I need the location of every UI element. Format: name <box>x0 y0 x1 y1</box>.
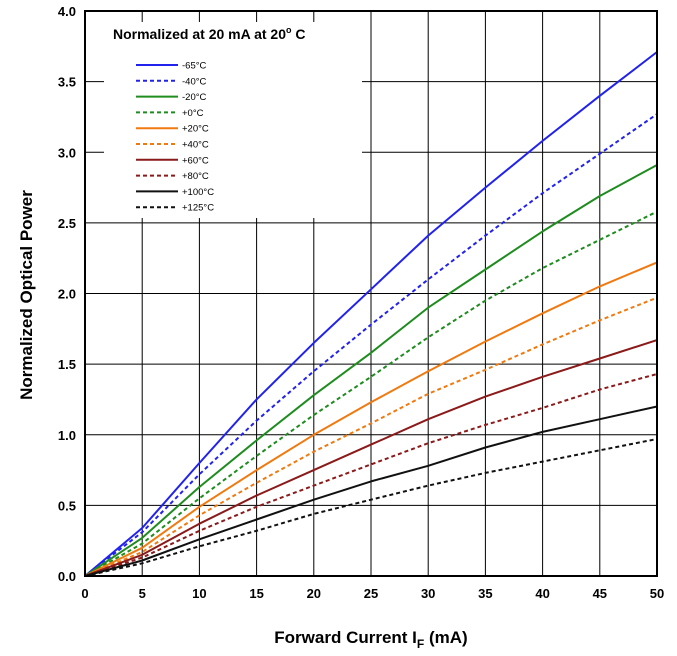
legend-label: +20°C <box>182 124 209 135</box>
x-tick-label: 40 <box>535 586 549 601</box>
x-tick-label: 25 <box>364 586 378 601</box>
x-tick-label: 5 <box>139 586 146 601</box>
legend-label: +80°C <box>182 171 209 182</box>
y-tick-label: 3.0 <box>58 145 76 160</box>
legend-label: +100°C <box>182 187 214 198</box>
x-tick-label: 15 <box>249 586 263 601</box>
x-tick-labels: 0 5 10 15 20 25 30 35 40 45 50 <box>81 586 664 601</box>
y-tick-label: 1.0 <box>58 428 76 443</box>
series-line <box>84 296 658 577</box>
y-tick-label: 0.0 <box>58 569 76 584</box>
legend-label: +125°C <box>182 203 214 214</box>
x-axis-title: Forward Current IF (mA) <box>274 628 467 651</box>
series-line <box>84 405 658 577</box>
x-tick-label: 35 <box>478 586 492 601</box>
series-line <box>84 113 658 577</box>
x-tick-label: 20 <box>307 586 321 601</box>
legend-label: +40°C <box>182 140 209 151</box>
y-tick-labels: 0.0 0.5 1.0 1.5 2.0 2.5 3.0 3.5 4.0 <box>58 4 76 584</box>
x-tick-label: 0 <box>81 586 88 601</box>
series-line <box>84 339 658 577</box>
legend-items: -65°C -40°C -20°C +0°C +20°C +40°C +60°C +80°C +… <box>136 61 214 214</box>
y-tick-label: 2.0 <box>58 287 76 302</box>
plot-frame <box>84 10 658 577</box>
legend-label: -65°C <box>182 61 207 72</box>
y-tick-label: 1.5 <box>58 357 76 372</box>
y-tick-label: 2.5 <box>58 216 76 231</box>
y-axis-title: Normalized Optical Power <box>17 190 36 400</box>
x-tick-label: 45 <box>593 586 607 601</box>
series-lines <box>84 51 658 577</box>
y-tick-label: 0.5 <box>58 498 76 513</box>
legend-title: Normalized at 20 mA at 20o C <box>113 25 306 42</box>
x-tick-label: 30 <box>421 586 435 601</box>
series-line <box>84 438 658 577</box>
y-tick-label: 3.5 <box>58 75 76 90</box>
y-tick-label: 4.0 <box>58 4 76 19</box>
x-tick-label: 10 <box>192 586 206 601</box>
series-line <box>84 164 658 577</box>
legend-label: +60°C <box>182 155 209 166</box>
legend-background <box>104 22 362 218</box>
series-line <box>84 261 658 577</box>
legend: Normalized at 20 mA at 20o C -65°C-40°C-… <box>104 22 362 218</box>
series-line <box>84 51 658 577</box>
legend-label: -40°C <box>182 76 207 87</box>
legend-label: -20°C <box>182 92 207 103</box>
series-line <box>84 210 658 577</box>
x-tick-label: 50 <box>650 586 664 601</box>
legend-label: +0°C <box>182 108 204 119</box>
